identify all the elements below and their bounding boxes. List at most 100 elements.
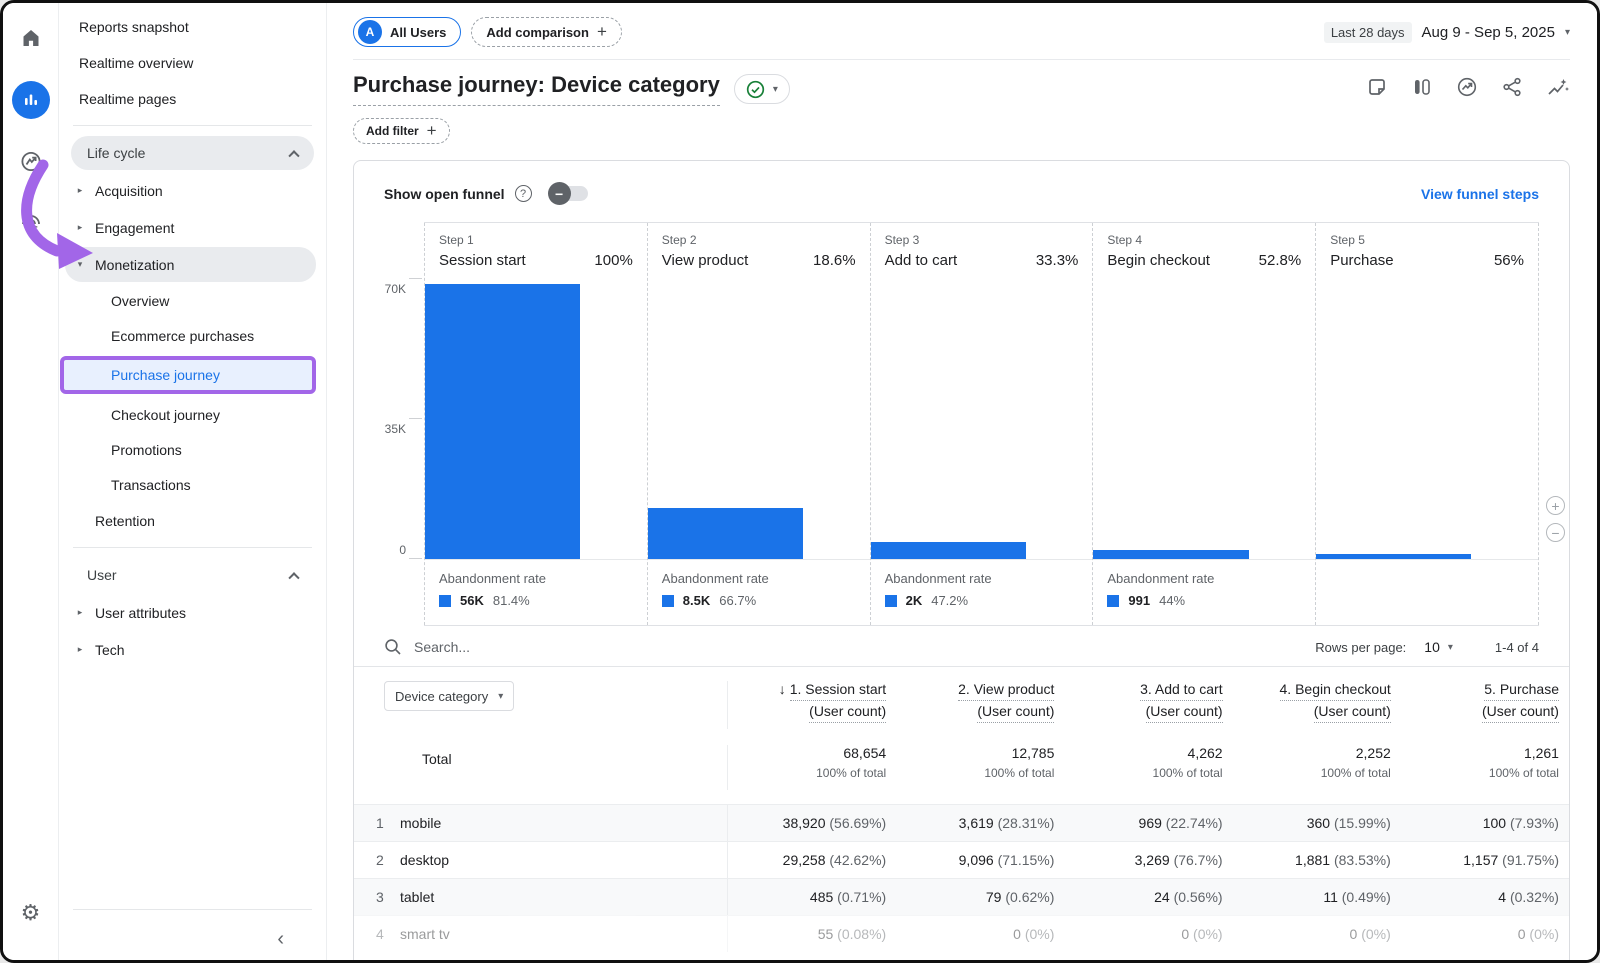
comparison-icon[interactable]: [1411, 76, 1433, 98]
help-icon[interactable]: ?: [515, 185, 532, 202]
cell-value: 360: [1307, 815, 1330, 831]
sidebar-item-acquisition[interactable]: ▸ Acquisition: [65, 173, 316, 208]
reports-icon[interactable]: [12, 81, 50, 119]
caret-down-icon[interactable]: ▾: [1448, 642, 1453, 653]
cell-value: 1,881: [1295, 852, 1330, 868]
view-funnel-steps-link[interactable]: View funnel steps: [1421, 186, 1539, 202]
step-completion: 52.8%: [1259, 252, 1302, 269]
cell-value: 24: [1154, 889, 1170, 905]
column-title: 2. View product: [958, 681, 1054, 701]
rows-per-page-label: Rows per page:: [1315, 640, 1406, 655]
zoom-out-button[interactable]: −: [1546, 523, 1565, 542]
funnel-bar[interactable]: [1093, 550, 1248, 559]
abandonment-empty: [1316, 559, 1538, 625]
all-users-chip[interactable]: A All Users: [353, 17, 461, 47]
sidebar-item-overview[interactable]: Overview: [59, 283, 326, 318]
abandonment-value: 991: [1128, 593, 1150, 608]
funnel-bar[interactable]: [648, 508, 803, 559]
column-header-purchase[interactable]: 5. Purchase (User count): [1401, 681, 1569, 729]
sidebar-item-retention[interactable]: Retention: [65, 503, 316, 538]
column-title: 5. Purchase: [1484, 681, 1559, 701]
cell-value: 1,157: [1463, 852, 1498, 868]
add-comparison-button[interactable]: Add comparison +: [471, 17, 622, 47]
abandonment-rate: 47.2%: [931, 593, 968, 608]
section-header-life-cycle[interactable]: Life cycle: [71, 136, 314, 170]
add-filter-button[interactable]: Add filter +: [353, 118, 450, 144]
total-value: 1,261: [1401, 745, 1559, 761]
sidebar-item-monetization[interactable]: ▾ Monetization: [65, 247, 316, 282]
notes-icon[interactable]: [1366, 76, 1388, 98]
sidebar-item-checkout-journey[interactable]: Checkout journey: [59, 397, 326, 432]
funnel-bar[interactable]: [425, 284, 580, 559]
abandonment-value: 8.5K: [683, 593, 710, 608]
sidebar-footer: ‹: [59, 901, 326, 960]
step-completion: 100%: [594, 252, 632, 269]
row-index: 4: [354, 926, 400, 942]
insights-icon[interactable]: [1546, 76, 1570, 98]
sidebar-item-label: Acquisition: [95, 183, 163, 199]
column-subtitle: (User count): [1146, 703, 1223, 723]
column-header-view-product[interactable]: 2. View product (User count): [896, 681, 1064, 729]
sidebar-item-engagement[interactable]: ▸ Engagement: [65, 210, 316, 245]
sidebar-item-realtime-pages[interactable]: Realtime pages: [59, 81, 326, 117]
abandonment-label: Abandonment rate: [439, 571, 633, 586]
cell-share: (0.32%): [1510, 889, 1559, 905]
abandonment-value: 56K: [460, 593, 484, 608]
sidebar-item-reports-snapshot[interactable]: Reports snapshot: [59, 9, 326, 45]
sidebar-divider: [73, 125, 312, 126]
caret-down-icon: ▾: [498, 691, 503, 702]
report-status-badge[interactable]: ▾: [734, 74, 790, 104]
advertising-icon[interactable]: [12, 205, 50, 243]
explore-icon[interactable]: [12, 143, 50, 181]
sidebar-item-tech[interactable]: ▸ Tech: [65, 632, 316, 667]
cell-share: (0%): [1361, 926, 1391, 942]
sidebar-divider: [73, 547, 312, 548]
rows-per-page-value[interactable]: 10: [1424, 639, 1440, 655]
collapse-sidebar-button[interactable]: ‹: [59, 918, 326, 960]
section-header-user[interactable]: User: [71, 558, 314, 592]
settings-gear-icon[interactable]: ⚙: [21, 900, 41, 926]
cell-value: 3,619: [959, 815, 994, 831]
step-completion: 18.6%: [813, 252, 856, 269]
cell-value: 29,258: [783, 852, 826, 868]
search-input[interactable]: [414, 639, 734, 655]
cell-value: 38,920: [783, 815, 826, 831]
column-header-session-start[interactable]: ↓1. Session start (User count): [728, 681, 896, 729]
total-value: 2,252: [1233, 745, 1391, 761]
sidebar-item-realtime-overview[interactable]: Realtime overview: [59, 45, 326, 81]
sidebar-item-purchase-journey[interactable]: Purchase journey: [60, 356, 316, 394]
zoom-in-button[interactable]: +: [1546, 496, 1565, 515]
cell-value: 485: [810, 889, 833, 905]
open-funnel-toggle[interactable]: −: [550, 186, 588, 201]
abandonment-rate: 81.4%: [493, 593, 530, 608]
plus-icon: +: [597, 22, 607, 42]
total-value: 4,262: [1064, 745, 1222, 761]
funnel-bar[interactable]: [871, 542, 1026, 559]
add-comparison-label: Add comparison: [486, 25, 589, 40]
home-icon[interactable]: [12, 19, 50, 57]
step-number: Step 1: [439, 233, 633, 247]
column-title: 1. Session start: [790, 681, 887, 701]
legend-swatch: [439, 595, 451, 607]
sidebar-item-ecommerce-purchases[interactable]: Ecommerce purchases: [59, 318, 326, 353]
date-range-picker[interactable]: Last 28 days Aug 9 - Sep 5, 2025 ▾: [1324, 22, 1570, 43]
sidebar-item-transactions[interactable]: Transactions: [59, 467, 326, 502]
benchmark-icon[interactable]: [1456, 76, 1478, 98]
sidebar-item-user-attributes[interactable]: ▸ User attributes: [65, 595, 316, 630]
y-axis-label: 70K: [385, 282, 406, 296]
funnel-bar[interactable]: [1316, 554, 1471, 559]
table-row: 4smart tv 55 (0.08%) 0 (0%) 0 (0%) 0 (0%…: [354, 915, 1569, 952]
cell-share: (0.56%): [1174, 889, 1223, 905]
dimension-dropdown[interactable]: Device category ▾: [384, 681, 514, 711]
cell-value: 0: [1181, 926, 1189, 942]
reports-sidebar: Reports snapshot Realtime overview Realt…: [59, 3, 327, 960]
sidebar-item-label: Tech: [95, 642, 125, 658]
table-row: 1mobile 38,920 (56.69%) 3,619 (28.31%) 9…: [354, 804, 1569, 841]
column-header-add-to-cart[interactable]: 3. Add to cart (User count): [1064, 681, 1232, 729]
total-share: 100% of total: [728, 766, 886, 780]
sidebar-item-promotions[interactable]: Promotions: [59, 432, 326, 467]
share-icon[interactable]: [1501, 76, 1523, 98]
ga4-window: ⚙ Reports snapshot Realtime overview Rea…: [0, 0, 1600, 963]
cell-share: (42.62%): [829, 852, 886, 868]
column-header-begin-checkout[interactable]: 4. Begin checkout (User count): [1233, 681, 1401, 729]
